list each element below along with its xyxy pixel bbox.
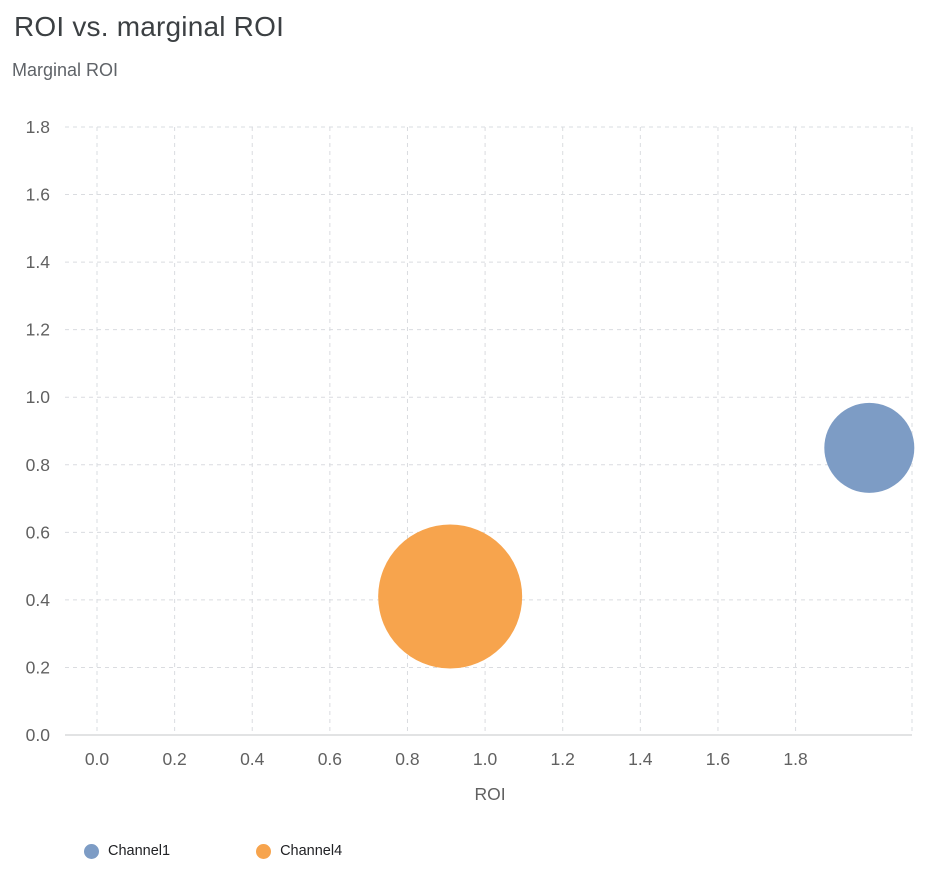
legend-label: Channel1 [108, 843, 171, 859]
x-tick-label: 0.4 [240, 749, 265, 769]
y-tick-label: 1.0 [26, 387, 51, 407]
y-tick-label: 0.4 [26, 590, 51, 610]
x-tick-label: 1.6 [706, 749, 730, 769]
x-tick-label: 1.0 [473, 749, 498, 769]
y-tick-label: 1.8 [26, 117, 50, 137]
y-tick-label: 1.4 [26, 252, 51, 272]
x-tick-label: 1.8 [783, 749, 807, 769]
legend: Channel1 Channel4 [84, 843, 342, 859]
y-axis-title: Marginal ROI [12, 60, 119, 80]
x-tick-label: 0.6 [318, 749, 342, 769]
y-tick-label: 0.8 [26, 455, 50, 475]
y-tick-label: 0.0 [26, 725, 51, 745]
legend-item-channel4[interactable]: Channel4 [256, 843, 342, 859]
bubble-channel4[interactable] [378, 524, 523, 669]
legend-item-channel1[interactable]: Channel1 [84, 843, 170, 859]
x-tick-label: 0.2 [162, 749, 186, 769]
legend-dot-icon [256, 843, 272, 859]
chart-title: ROI vs. marginal ROI [14, 11, 285, 42]
legend-dot-icon [84, 843, 99, 859]
x-tick-label: 0.8 [395, 749, 419, 769]
legend-label: Channel4 [280, 843, 343, 859]
y-tick-label: 0.2 [26, 657, 50, 677]
x-tick-label: 0.0 [85, 749, 110, 769]
x-tick-label: 1.2 [551, 749, 575, 769]
x-axis-title: ROI [474, 784, 505, 804]
y-tick-label: 0.6 [26, 522, 50, 542]
y-tick-label: 1.6 [26, 185, 50, 205]
bubble-chart: 0.0 0.2 0.4 0.6 0.8 1.0 1.2 1.4 1.6 1.8 0.0 0.2 0.4 0… [26, 117, 915, 804]
y-tick-label: 1.2 [26, 320, 50, 340]
bubble-channel1[interactable] [824, 402, 915, 493]
x-tick-label: 1.4 [628, 749, 653, 769]
